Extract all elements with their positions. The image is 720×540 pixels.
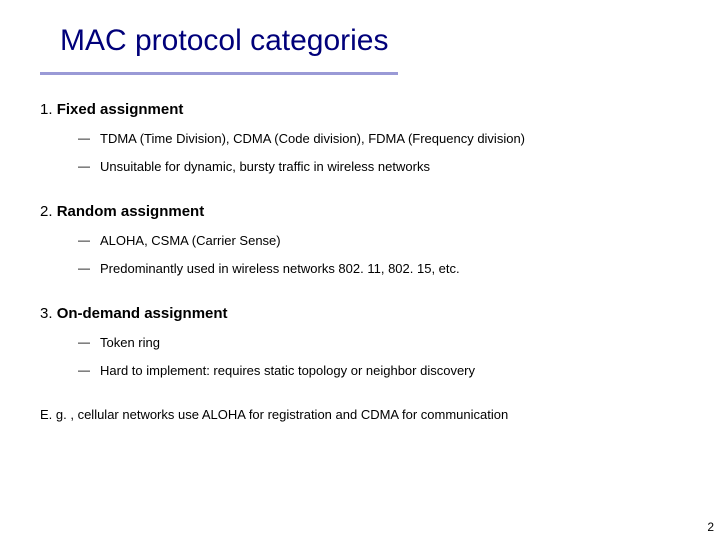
section-2-list: ALOHA, CSMA (Carrier Sense) Predominantl… xyxy=(78,232,680,277)
section-1-title: Fixed assignment xyxy=(57,101,184,118)
section-1-list: TDMA (Time Division), CDMA (Code divisio… xyxy=(78,130,680,175)
list-item: TDMA (Time Division), CDMA (Code divisio… xyxy=(78,130,680,148)
list-item: Unsuitable for dynamic, bursty traffic i… xyxy=(78,158,680,176)
section-3-header: 3. On-demand assignment xyxy=(40,305,680,322)
section-1: 1. Fixed assignment TDMA (Time Division)… xyxy=(40,101,680,175)
slide-container: MAC protocol categories 1. Fixed assignm… xyxy=(0,0,720,422)
title-rule xyxy=(40,72,398,75)
section-2: 2. Random assignment ALOHA, CSMA (Carrie… xyxy=(40,203,680,277)
section-2-num: 2. xyxy=(40,203,53,220)
list-item: ALOHA, CSMA (Carrier Sense) xyxy=(78,232,680,250)
list-item: Hard to implement: requires static topol… xyxy=(78,362,680,380)
section-2-header: 2. Random assignment xyxy=(40,203,680,220)
page-number: 2 xyxy=(707,520,714,534)
list-item: Token ring xyxy=(78,334,680,352)
footer-note: E. g. , cellular networks use ALOHA for … xyxy=(40,407,680,422)
section-3-list: Token ring Hard to implement: requires s… xyxy=(78,334,680,379)
list-item: Predominantly used in wireless networks … xyxy=(78,260,680,278)
section-1-header: 1. Fixed assignment xyxy=(40,101,680,118)
section-3: 3. On-demand assignment Token ring Hard … xyxy=(40,305,680,379)
section-3-num: 3. xyxy=(40,305,53,322)
section-1-num: 1. xyxy=(40,101,53,118)
section-2-title: Random assignment xyxy=(57,203,205,220)
slide-title: MAC protocol categories xyxy=(60,24,680,58)
section-3-title: On-demand assignment xyxy=(57,305,228,322)
